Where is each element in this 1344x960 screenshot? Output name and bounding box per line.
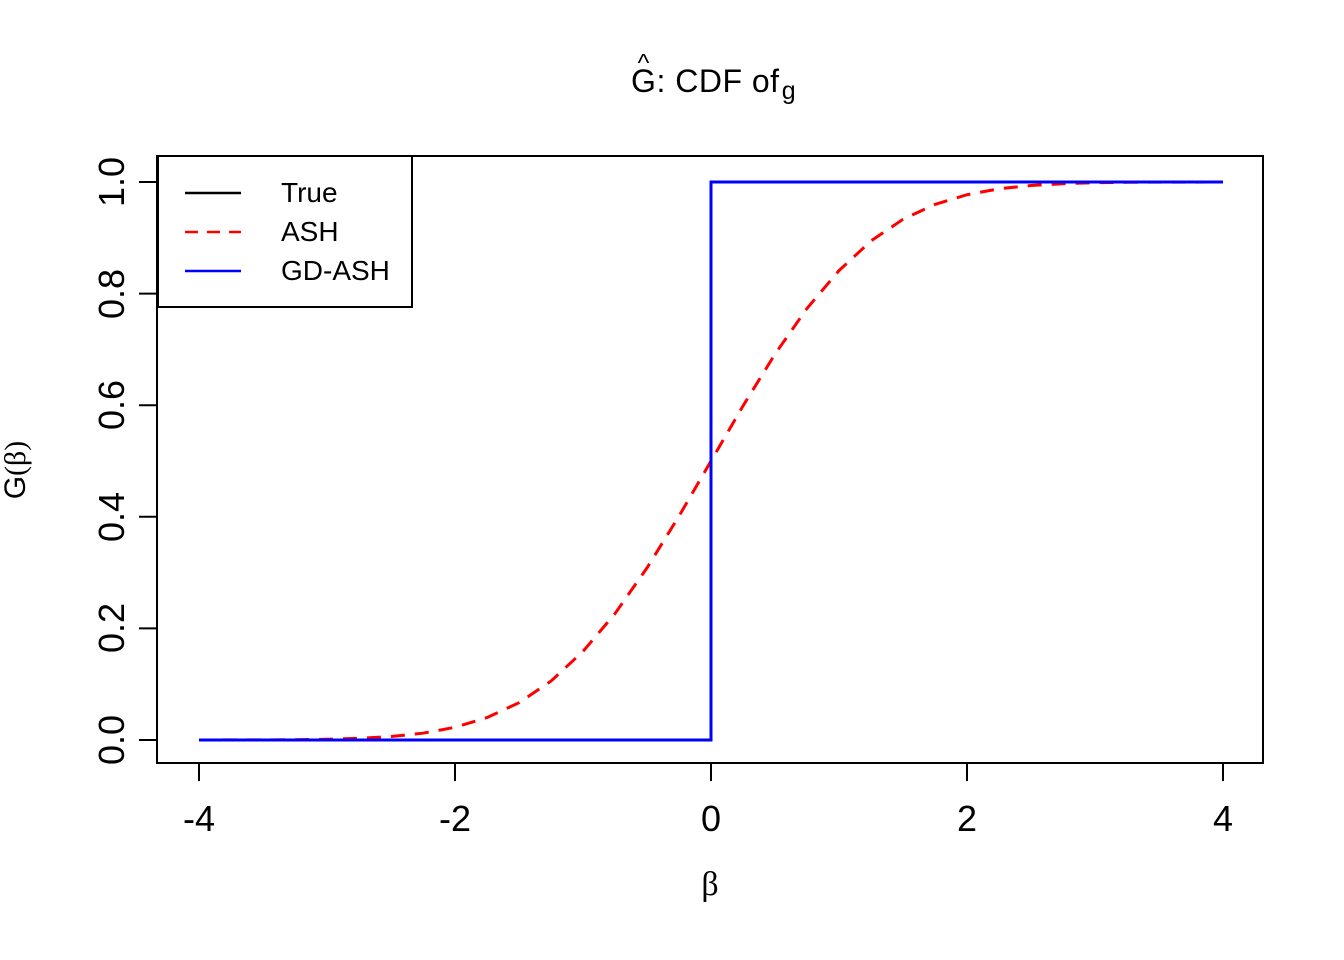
ylabel-rest: (β) xyxy=(0,440,32,476)
legend-label: ASH xyxy=(281,215,339,247)
x-tick-label: -4 xyxy=(182,798,215,839)
hat-accent-icon: ^ xyxy=(637,49,650,78)
hat-G: ^G xyxy=(631,51,657,99)
y-tick-label: 0.2 xyxy=(91,603,132,654)
chart-title: ^ G: CDF of g xyxy=(157,51,1263,104)
y-tick-label: 0.6 xyxy=(91,380,132,431)
legend-box: True ASH GD-ASH xyxy=(157,155,413,308)
title-hat1-base: G xyxy=(631,63,657,99)
y-tick-label: 1.0 xyxy=(91,156,132,208)
legend-label: GD-ASH xyxy=(281,254,390,286)
y-tick-label: 0.0 xyxy=(91,714,132,766)
y-tick-label: 0.4 xyxy=(91,491,132,542)
legend-item-true: True xyxy=(185,178,411,208)
x-tick-label: 4 xyxy=(1212,798,1234,839)
legend-line-dashed-red xyxy=(185,230,241,233)
hat-accent-icon: g xyxy=(781,77,797,106)
legend-item-ash: ASH xyxy=(185,217,411,247)
hat-G: ^G xyxy=(0,476,33,499)
legend-line-solid-blue xyxy=(185,269,241,272)
x-axis-label: β xyxy=(701,866,719,903)
legend-line-solid-black xyxy=(185,191,241,194)
y-axis-label: ^G(β) xyxy=(0,370,38,570)
title-middle: : CDF of xyxy=(656,63,789,99)
legend-label: True xyxy=(281,176,338,208)
hat-accent-icon: ^ xyxy=(0,482,11,493)
x-tick-label: 0 xyxy=(700,798,722,839)
series-line-gd-ash xyxy=(199,180,1223,742)
y-tick-label: 0.8 xyxy=(91,268,132,319)
legend-item-gd-ash: GD-ASH xyxy=(185,256,411,286)
x-tick-label: -2 xyxy=(438,798,471,839)
x-tick-label: 2 xyxy=(956,798,978,839)
